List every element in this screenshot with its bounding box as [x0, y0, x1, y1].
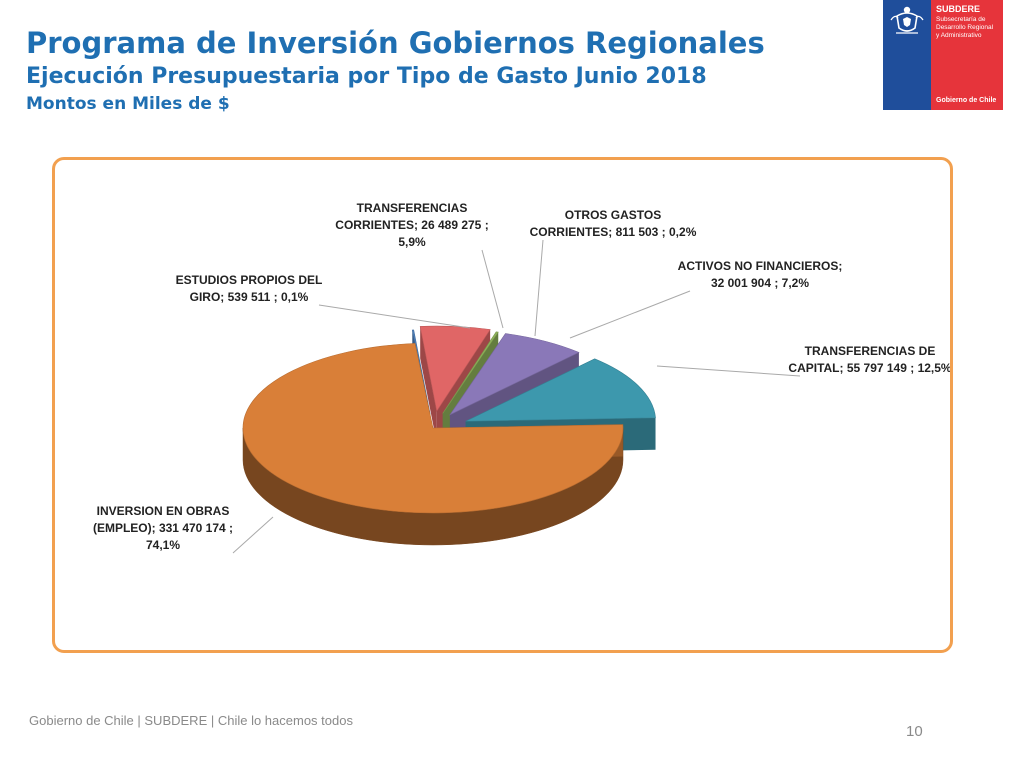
pie-slice-top: [442, 331, 499, 414]
leader-line: [534, 239, 544, 337]
pie-slice-top: [242, 343, 624, 514]
slice-label: ACTIVOS NO FINANCIEROS;: [678, 259, 843, 273]
slice-label: TRANSFERENCIAS DE: [805, 344, 936, 358]
leader-line: [569, 290, 691, 339]
slice-label: GIRO; 539 511 ; 0,1%: [190, 290, 309, 304]
logo-sub-line: Subsecretaría de: [936, 16, 986, 23]
logo-subtitle: Subsecretaría de Desarrollo Regional y A…: [936, 16, 1002, 40]
logo-sub-line: Desarrollo Regional: [936, 24, 994, 31]
slice-label: CORRIENTES; 26 489 275 ;: [335, 218, 488, 232]
pie-slices: [242, 325, 656, 546]
units-note: Montos en Miles de $: [26, 94, 230, 114]
slice-label: 74,1%: [146, 538, 180, 552]
page-subtitle: Ejecución Presupuestaria por Tipo de Gas…: [26, 64, 707, 89]
slice-label: 32 001 904 ; 7,2%: [711, 276, 809, 290]
pie-slice-top: [449, 333, 580, 416]
leader-line: [232, 516, 274, 554]
page-title: Programa de Inversión Gobiernos Regional…: [26, 26, 765, 60]
page-number: 10: [906, 723, 923, 740]
slice-label: 5,9%: [398, 235, 426, 249]
logo-blue-panel: [883, 0, 931, 110]
logo-name: SUBDERE: [936, 4, 981, 14]
slice-label: (EMPLEO); 331 470 174 ;: [93, 521, 233, 535]
slice-label: INVERSION EN OBRAS: [97, 504, 230, 518]
logo-government: Gobierno de Chile: [936, 97, 997, 104]
pie-labels: TRANSFERENCIAS CORRIENTES; 26 489 275 ; 5,…: [93, 201, 950, 554]
slice-label: TRANSFERENCIAS: [357, 201, 468, 215]
logo-red-panel: [931, 0, 1003, 110]
subdere-logo: SUBDERE Subsecretaría de Desarrollo Regi…: [883, 0, 1003, 110]
slice-label: CAPITAL; 55 797 149 ; 12,5%: [788, 361, 950, 375]
leader-line: [656, 365, 801, 377]
pie-slice: [242, 343, 624, 546]
pie-slice-top: [419, 325, 491, 412]
leader-line: [318, 304, 471, 329]
slice-label: OTROS GASTOS: [565, 208, 661, 222]
pie-slice-top: [465, 358, 656, 422]
logo-sub-line: y Administrativo: [936, 32, 982, 39]
pie-slice-wall: [420, 326, 437, 444]
slice-label: CORRIENTES; 811 503 ; 0,2%: [530, 225, 697, 239]
slice-label: ESTUDIOS PROPIOS DEL: [176, 273, 323, 287]
pie-chart: TRANSFERENCIAS CORRIENTES; 26 489 275 ; 5,…: [93, 201, 950, 554]
leader-line: [481, 249, 504, 329]
footer-text: Gobierno de Chile | SUBDERE | Chile lo h…: [29, 713, 353, 728]
crest-icon: [890, 6, 924, 34]
chart-frame: TRANSFERENCIAS CORRIENTES; 26 489 275 ; 5,…: [52, 157, 953, 653]
